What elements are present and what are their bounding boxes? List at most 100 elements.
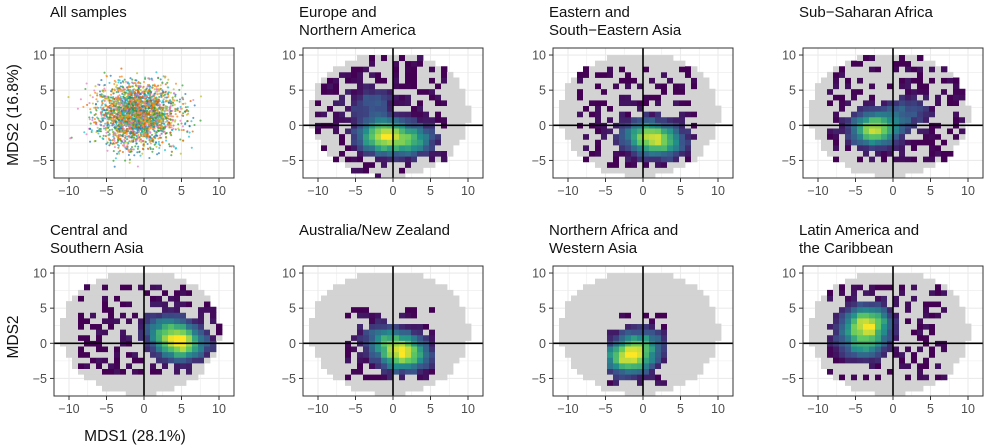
background-bin <box>375 66 382 73</box>
background-bin <box>619 161 626 168</box>
density-bin <box>174 323 181 330</box>
scatter-point <box>163 123 166 126</box>
density-bin <box>150 368 157 375</box>
density-bin <box>375 144 382 151</box>
scatter-point <box>123 88 126 91</box>
density-bin <box>643 144 650 151</box>
background-bin <box>321 351 328 358</box>
density-bin <box>357 100 364 107</box>
background-bin <box>697 88 704 95</box>
scatter-point <box>114 125 117 128</box>
scatter-point <box>106 141 109 144</box>
background-bin <box>601 94 608 101</box>
density-bin <box>150 362 157 369</box>
background-bin <box>393 273 400 280</box>
x-tick-label: 10 <box>212 402 226 416</box>
scatter-point <box>170 150 173 153</box>
scatter-point <box>113 139 116 142</box>
background-bin <box>144 357 151 364</box>
density-bin <box>357 329 364 336</box>
scatter-point <box>159 134 162 137</box>
background-bin <box>180 374 187 381</box>
scatter-point <box>122 121 125 124</box>
scatter-point <box>174 95 177 98</box>
background-bin <box>339 128 346 135</box>
background-bin <box>351 150 358 157</box>
density-bin <box>905 111 912 118</box>
density-bin <box>423 139 430 146</box>
scatter-point <box>97 129 100 132</box>
background-bin <box>333 368 340 375</box>
scatter-point <box>150 99 153 102</box>
density-bin <box>649 139 656 146</box>
scatter-point <box>119 106 123 109</box>
density-bin <box>601 100 608 107</box>
background-bin <box>345 362 352 369</box>
background-bin <box>881 71 888 78</box>
background-bin <box>821 116 828 123</box>
background-bin <box>114 329 121 336</box>
background-bin <box>839 156 846 163</box>
background-bin <box>685 116 692 123</box>
density-bin <box>108 312 115 319</box>
density-bin <box>643 94 650 101</box>
density-bin <box>857 88 864 95</box>
scatter-point <box>180 122 183 125</box>
density-bin <box>905 105 912 112</box>
background-bin <box>144 278 151 285</box>
background-bin <box>447 94 454 101</box>
density-bin <box>174 362 181 369</box>
density-bin <box>369 55 376 62</box>
density-bin <box>411 111 418 118</box>
background-bin <box>351 318 358 325</box>
density-bin <box>601 128 608 135</box>
background-bin <box>875 77 882 84</box>
background-bin <box>393 284 400 291</box>
density-bin <box>411 156 418 163</box>
background-bin <box>126 278 133 285</box>
scatter-point <box>110 107 113 110</box>
density-bin <box>114 346 121 353</box>
density-bin <box>333 111 340 118</box>
x-tick-label: 5 <box>927 184 934 198</box>
scatter-point <box>120 142 123 145</box>
background-bin <box>583 94 590 101</box>
scatter-point <box>124 134 127 137</box>
scatter-point <box>143 125 147 128</box>
scatter-point <box>182 139 185 142</box>
background-bin <box>369 156 376 163</box>
density-bin <box>180 351 187 358</box>
density-bin <box>911 139 918 146</box>
density-bin <box>156 312 163 319</box>
density-bin <box>192 323 199 330</box>
background-bin <box>339 374 346 381</box>
background-bin <box>399 60 406 67</box>
density-bin <box>381 105 388 112</box>
scatter-point <box>164 105 167 108</box>
background-bin <box>589 71 596 78</box>
background-bin <box>667 71 674 78</box>
background-bin <box>673 66 680 73</box>
scatter-point <box>171 109 174 112</box>
density-bin <box>411 83 418 90</box>
background-bin <box>583 128 590 135</box>
density-bin <box>363 329 370 336</box>
background-bin <box>429 71 436 78</box>
density-bin <box>381 150 388 157</box>
scatter-point <box>100 93 103 96</box>
background-bin <box>631 94 638 101</box>
scatter-point <box>117 110 120 113</box>
density-bin <box>381 116 388 123</box>
background-bin <box>375 306 382 313</box>
background-bin <box>571 77 578 84</box>
background-bin <box>875 83 882 90</box>
density-bin <box>869 105 876 112</box>
density-bin <box>917 116 924 123</box>
background-bin <box>168 301 175 308</box>
density-bin <box>435 139 442 146</box>
background-bin <box>321 323 328 330</box>
density-bin <box>126 301 133 308</box>
scatter-point <box>115 141 118 144</box>
background-bin <box>381 173 388 178</box>
density-bin <box>357 144 364 151</box>
